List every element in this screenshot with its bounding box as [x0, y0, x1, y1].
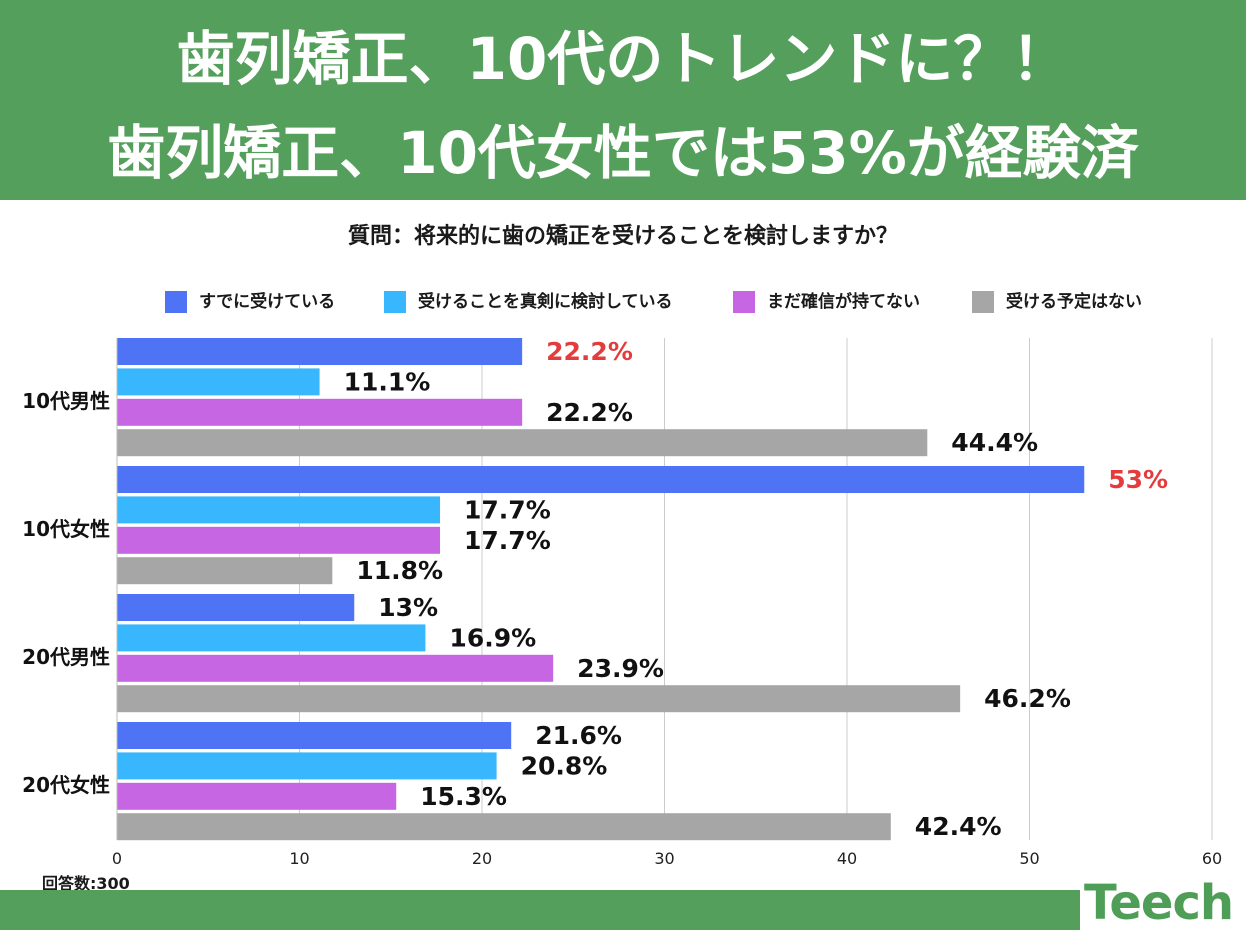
data-label: 11.8%	[356, 556, 443, 585]
x-tick-label: 20	[472, 849, 492, 868]
bar	[117, 654, 554, 682]
bar	[117, 429, 928, 457]
x-tick-label: 0	[112, 849, 122, 868]
bar	[117, 466, 1085, 493]
data-label: 53%	[1108, 465, 1168, 494]
bar	[117, 368, 320, 396]
x-tick-label: 40	[837, 849, 857, 868]
bar	[117, 685, 961, 713]
title-line-2: 歯列矯正、10代女性では53%が経験済	[107, 119, 1139, 187]
legend-label: 受ける予定はない	[1006, 292, 1142, 312]
x-tick-label: 60	[1202, 849, 1222, 868]
legend-label: 受けることを真剣に検討している	[418, 292, 673, 312]
legend-label: まだ確信が持てない	[767, 292, 920, 312]
title-banner: 歯列矯正、10代のトレンドに？！ 歯列矯正、10代女性では53%が経験済	[0, 0, 1246, 200]
data-label: 46.2%	[984, 684, 1071, 713]
legend-swatch	[165, 291, 187, 313]
data-label: 17.7%	[464, 526, 551, 555]
category-label: 20代男性	[22, 645, 110, 669]
bar	[117, 722, 512, 749]
bar	[117, 594, 355, 621]
sample-size: 回答数:300	[42, 874, 130, 893]
bar	[117, 782, 397, 810]
bar	[117, 624, 426, 652]
data-label: 44.4%	[951, 428, 1038, 457]
data-label: 23.9%	[577, 654, 664, 683]
bar-chart: 0 10 20 30 40 50 60 10代男性 22.2% 11.1% 22.2% 44.4% 10…	[22, 337, 1222, 868]
legend-label: すでに受けている	[199, 292, 336, 312]
legend-swatch	[384, 291, 406, 313]
x-tick-label: 50	[1019, 849, 1039, 868]
data-label: 16.9%	[449, 623, 536, 652]
x-tick-label: 10	[289, 849, 309, 868]
bar	[117, 752, 497, 780]
data-label: 42.4%	[915, 812, 1002, 841]
data-label: 15.3%	[420, 782, 507, 811]
data-label: 13%	[378, 593, 438, 622]
bar	[117, 338, 523, 365]
bar	[117, 526, 441, 554]
legend-swatch	[972, 291, 994, 313]
category-label: 10代女性	[22, 517, 110, 541]
legend-swatch	[733, 291, 755, 313]
category-label: 10代男性	[22, 389, 110, 413]
bar	[117, 813, 891, 841]
data-label: 21.6%	[535, 721, 622, 750]
logo-text: Teech	[1084, 875, 1234, 931]
data-label: 17.7%	[464, 495, 551, 524]
footer-bar	[0, 890, 1246, 930]
data-label: 11.1%	[344, 367, 431, 396]
chart-legend: すでに受けている 受けることを真剣に検討している まだ確信が持てない 受ける予定…	[0, 290, 1246, 314]
title-line-1: 歯列矯正、10代のトレンドに？！	[176, 25, 1070, 93]
category-label: 20代女性	[22, 773, 110, 797]
data-label: 20.8%	[521, 751, 608, 780]
chart-question: 質問：将来的に歯の矯正を受けることを検討しますか？	[347, 224, 898, 249]
data-label: 22.2%	[546, 398, 633, 427]
bar	[117, 398, 523, 426]
data-label: 22.2%	[546, 337, 633, 366]
bar	[117, 557, 333, 585]
x-tick-label: 30	[654, 849, 674, 868]
teech-logo: Teech	[1080, 875, 1246, 931]
bar	[117, 496, 441, 524]
